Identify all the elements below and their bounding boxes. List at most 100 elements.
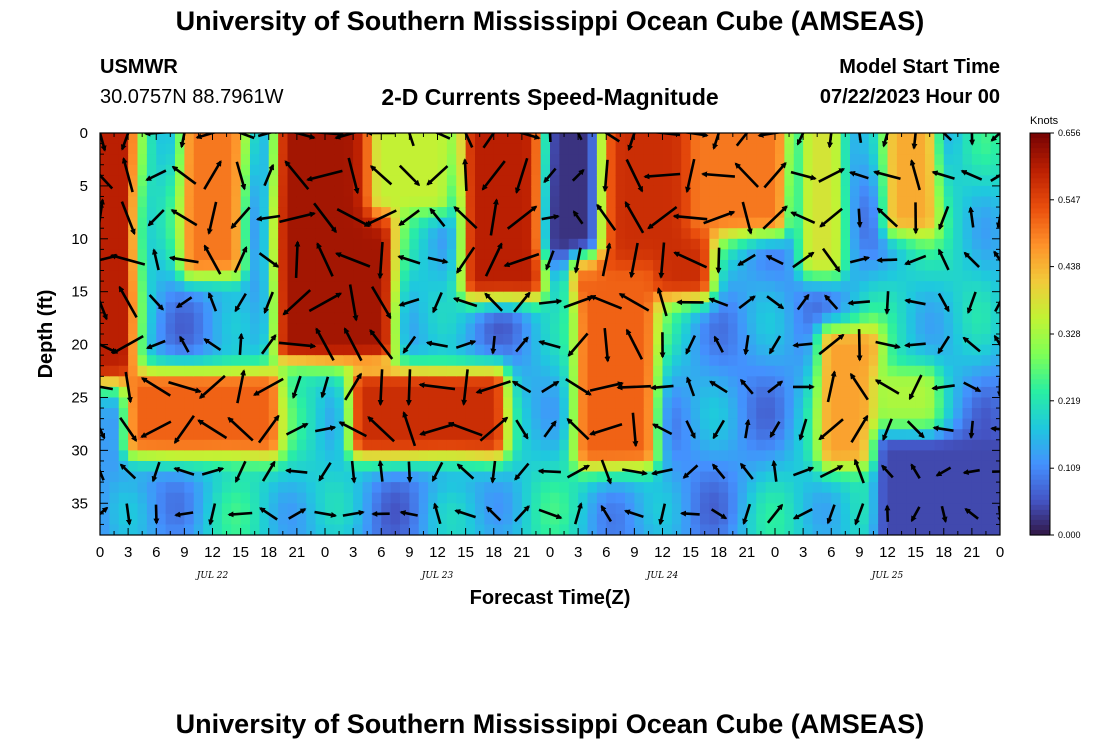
heat-cell — [915, 238, 926, 250]
heat-cell — [906, 228, 917, 240]
heat-cell — [175, 355, 185, 367]
heat-cell — [756, 323, 767, 335]
heat-cell — [118, 492, 129, 504]
heat-cell — [250, 228, 260, 240]
heat-cell — [709, 217, 720, 229]
heat-cell — [353, 450, 364, 462]
heat-cell — [746, 164, 757, 176]
current-vector-arrow — [968, 206, 975, 228]
heat-cell — [878, 524, 889, 535]
heat-cell — [812, 524, 823, 535]
heat-cell — [915, 513, 926, 526]
colorbar-swatch — [1030, 499, 1050, 506]
heat-cell — [756, 259, 767, 272]
current-vector-arrow — [629, 242, 639, 279]
heat-cell — [128, 217, 139, 229]
heat-cell — [184, 259, 195, 272]
heat-cell — [550, 429, 560, 441]
heat-cell — [212, 460, 223, 473]
current-vector-arrow — [288, 507, 307, 520]
heat-cell — [568, 450, 579, 462]
heat-cell — [287, 471, 298, 483]
heat-cell — [643, 185, 654, 198]
heat-cell — [109, 365, 120, 377]
heat-cell — [268, 217, 279, 229]
heat-cell — [418, 175, 429, 187]
heat-cell — [662, 259, 673, 272]
heat-cell — [953, 397, 964, 409]
heat-cell — [568, 408, 579, 420]
heat-cell — [990, 281, 1000, 293]
heat-cell — [784, 196, 795, 208]
heat-cell — [634, 429, 645, 441]
heat-cell — [953, 323, 964, 335]
current-vector-arrow — [682, 464, 699, 479]
current-vector-arrow — [227, 511, 253, 518]
heat-cell — [212, 259, 223, 272]
heat-cell — [868, 185, 879, 198]
heat-cell — [296, 185, 307, 198]
heat-cell — [821, 408, 832, 420]
current-vector-arrow — [656, 287, 668, 317]
heat-cell — [400, 312, 410, 325]
heat-cell — [718, 418, 729, 430]
heat-cell — [343, 503, 354, 515]
heat-cell — [503, 492, 514, 504]
heat-cell — [521, 185, 532, 198]
heat-cell — [868, 397, 879, 409]
heat-cell — [418, 471, 429, 483]
heat-cell — [221, 418, 232, 430]
heat-cell — [156, 376, 167, 388]
heat-cell — [259, 291, 270, 303]
heat-cell — [437, 259, 448, 272]
heat-cell — [128, 344, 139, 356]
heat-cell — [475, 460, 485, 473]
heat-cell — [568, 154, 579, 166]
heat-cell — [128, 207, 139, 219]
heat-cell — [868, 344, 879, 356]
heat-cell — [146, 513, 157, 526]
heat-cell — [325, 450, 335, 462]
heat-cell — [231, 270, 242, 282]
heat-cell — [878, 164, 889, 176]
heat-cell — [334, 175, 345, 187]
heat-cell — [118, 164, 129, 176]
heat-cell — [240, 439, 251, 451]
current-vector-arrow — [100, 385, 114, 391]
heat-cell — [371, 460, 382, 473]
heat-cell — [418, 207, 429, 219]
heat-cell — [428, 408, 439, 420]
heat-cell — [400, 291, 410, 303]
heat-cell — [868, 355, 879, 367]
heat-cell — [625, 344, 635, 356]
heat-cell — [868, 228, 879, 240]
heat-cell — [446, 397, 457, 409]
heat-cell — [315, 460, 326, 473]
heat-cell — [325, 207, 335, 219]
heat-cell — [831, 376, 842, 388]
heat-cell — [681, 386, 692, 399]
heat-cell — [990, 207, 1000, 219]
heat-cell — [184, 238, 195, 250]
heat-cell — [259, 238, 270, 250]
heat-cell — [193, 492, 204, 504]
heat-cell — [325, 513, 335, 526]
heat-cell — [278, 270, 289, 282]
heat-cell — [484, 408, 495, 420]
heat-cell — [606, 513, 617, 526]
heat-cell — [671, 154, 682, 166]
current-vector-arrow — [259, 507, 278, 521]
heat-cell — [756, 408, 767, 420]
heat-cell — [456, 334, 467, 346]
heat-cell — [540, 492, 551, 504]
heat-cell — [746, 429, 757, 441]
heat-cell — [718, 302, 729, 314]
heat-cell — [137, 418, 148, 430]
heat-cell — [156, 259, 167, 272]
heat-cell — [568, 397, 579, 409]
heat-cell — [587, 228, 598, 240]
heat-cell — [671, 386, 682, 399]
heat-cell — [793, 312, 804, 325]
heat-cell — [812, 238, 823, 250]
y-tick-label: 10 — [71, 231, 88, 248]
